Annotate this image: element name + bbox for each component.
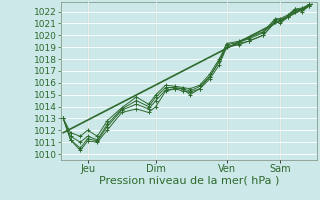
- X-axis label: Pression niveau de la mer( hPa ): Pression niveau de la mer( hPa ): [99, 176, 279, 186]
